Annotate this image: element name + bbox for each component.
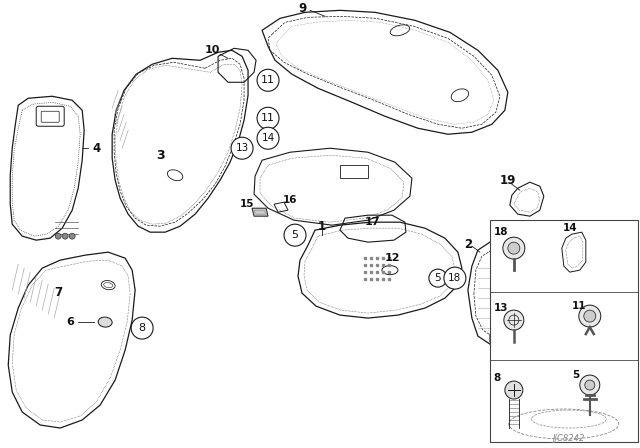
Text: 2: 2	[464, 237, 472, 250]
Circle shape	[55, 233, 61, 239]
Text: 13: 13	[236, 143, 249, 153]
Circle shape	[257, 127, 279, 149]
Text: 12: 12	[384, 253, 400, 263]
Circle shape	[580, 375, 600, 395]
Text: 10: 10	[204, 45, 220, 55]
Circle shape	[69, 233, 75, 239]
Text: 13: 13	[494, 303, 508, 313]
Text: 9: 9	[298, 2, 306, 15]
Circle shape	[505, 381, 523, 399]
Text: 18: 18	[494, 227, 508, 237]
Text: 14: 14	[563, 223, 577, 233]
Circle shape	[62, 233, 68, 239]
Polygon shape	[252, 208, 268, 216]
Text: 15: 15	[240, 199, 254, 209]
Bar	[490, 220, 637, 442]
Circle shape	[257, 69, 279, 91]
Text: 11: 11	[572, 301, 586, 311]
Circle shape	[284, 224, 306, 246]
Text: JJC8242: JJC8242	[552, 434, 585, 443]
Text: 3: 3	[156, 149, 164, 162]
Text: 5: 5	[291, 230, 298, 240]
Circle shape	[503, 237, 525, 259]
Text: 1: 1	[318, 220, 326, 233]
Text: 11: 11	[261, 75, 275, 85]
Circle shape	[231, 137, 253, 159]
Text: 11: 11	[261, 113, 275, 123]
Circle shape	[131, 317, 153, 339]
Circle shape	[584, 310, 596, 322]
Ellipse shape	[98, 317, 112, 327]
Circle shape	[508, 242, 520, 254]
Text: 18: 18	[448, 273, 461, 283]
Circle shape	[579, 305, 601, 327]
Circle shape	[504, 310, 524, 330]
Text: 16: 16	[283, 195, 297, 205]
Text: 14: 14	[261, 133, 275, 143]
Text: 7: 7	[54, 286, 62, 299]
Circle shape	[257, 107, 279, 129]
Text: 5: 5	[435, 273, 441, 283]
Text: 19: 19	[500, 174, 516, 187]
Circle shape	[444, 267, 466, 289]
Circle shape	[429, 269, 447, 287]
Polygon shape	[490, 334, 524, 348]
Text: 8: 8	[494, 373, 501, 383]
Text: 17: 17	[364, 217, 380, 227]
Text: 4: 4	[92, 142, 100, 155]
Text: 8: 8	[139, 323, 146, 333]
Circle shape	[585, 380, 595, 390]
Text: 5: 5	[572, 370, 579, 380]
Text: 6: 6	[67, 317, 74, 327]
